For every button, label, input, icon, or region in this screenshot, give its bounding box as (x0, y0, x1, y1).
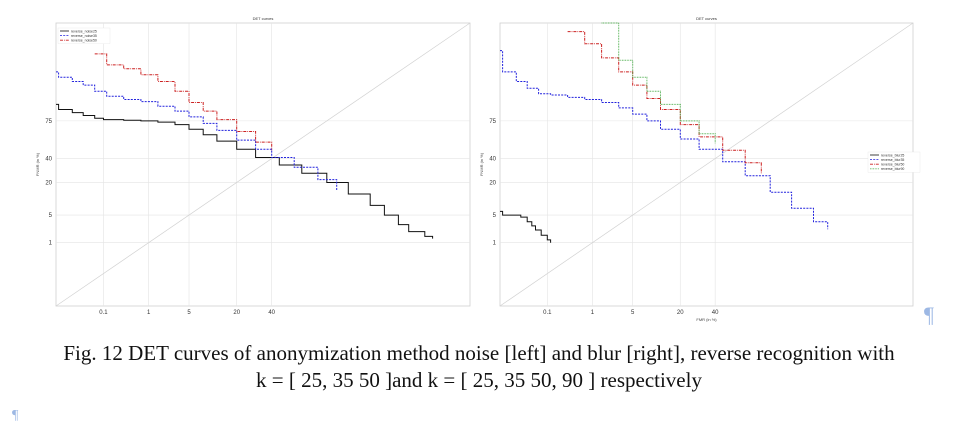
left-legend-label-0: reverse_noise25 (71, 29, 97, 33)
left-y-tick-1: 5 (49, 213, 53, 219)
left-x-tick-1: 1 (147, 310, 151, 316)
left-series-reverse_noise25 (56, 103, 434, 239)
figure-caption: Fig. 12 DET curves of anonymization meth… (0, 340, 958, 394)
right-x-tick-0: 0.1 (543, 310, 552, 316)
right-y-tick-4: 75 (489, 119, 496, 125)
left-y-tick-4: 75 (45, 119, 52, 125)
left-series-reverse_noise35 (56, 71, 338, 191)
right-series-reverse_blur50 (567, 31, 762, 174)
right-legend-label-3: reverse_blur90 (881, 167, 904, 171)
right-x-axis-label: FMR (in %) (696, 317, 717, 322)
left-x-tick-3: 20 (233, 310, 240, 316)
left-x-tick-0: 0.1 (99, 310, 108, 316)
right-y-tick-1: 5 (493, 213, 497, 219)
left-x-tick-4: 40 (268, 310, 275, 316)
left-legend-label-1: reverse_noise35 (71, 34, 97, 38)
right-y-tick-2: 20 (489, 180, 496, 186)
left-y-tick-3: 40 (45, 157, 52, 163)
left-legend-label-2: reverse_noise50 (71, 39, 97, 43)
left-x-tick-2: 5 (187, 310, 191, 316)
chart-right: 0.1 1 5 20 40 1 5 20 40 75 DET curves FMR (in %) FNM… (477, 14, 937, 324)
right-x-tick-2: 5 (631, 310, 635, 316)
left-y-axis-label: FNMR (in %) (35, 152, 40, 176)
right-y-tick-0: 1 (493, 241, 497, 247)
pilcrow-mark-right: ¶ (924, 302, 934, 327)
right-diagonal-line (499, 22, 914, 307)
right-x-tick-3: 20 (677, 310, 684, 316)
right-y-tick-3: 40 (489, 157, 496, 163)
right-series-reverse_blur90 (601, 22, 716, 144)
right-y-axis-label: FNMR (in %) (479, 152, 484, 176)
right-x-tick-1: 1 (591, 310, 595, 316)
right-legend-label-0: reverse_blur25 (881, 153, 904, 157)
right-series-reverse_blur35 (500, 50, 829, 230)
right-legend-label-1: reverse_blur35 (881, 158, 904, 162)
left-diagonal-line (55, 22, 471, 307)
right-legend-box (867, 151, 921, 173)
right-legend-label-2: reverse_blur50 (881, 163, 904, 167)
pilcrow-mark-bottom: ¶ (12, 408, 19, 423)
right-x-tick-4: 40 (712, 310, 719, 316)
chart-right-svg: 0.1 1 5 20 40 1 5 20 40 75 DET curves FMR (in %) FNM… (479, 16, 921, 322)
caption-line-1: Fig. 12 DET curves of anonymization meth… (63, 341, 895, 365)
left-legend-box (57, 27, 111, 44)
caption-line-2: k = [ 25, 35 50 ]and k = [ 25, 35 50, 90… (256, 368, 702, 392)
left-series-reverse_noise50 (94, 53, 273, 151)
left-y-tick-0: 1 (49, 241, 53, 247)
right-title: DET curves (696, 16, 717, 21)
left-title: DET curves (253, 16, 274, 21)
left-y-tick-2: 20 (45, 180, 52, 186)
right-series-reverse_blur25 (500, 210, 552, 243)
